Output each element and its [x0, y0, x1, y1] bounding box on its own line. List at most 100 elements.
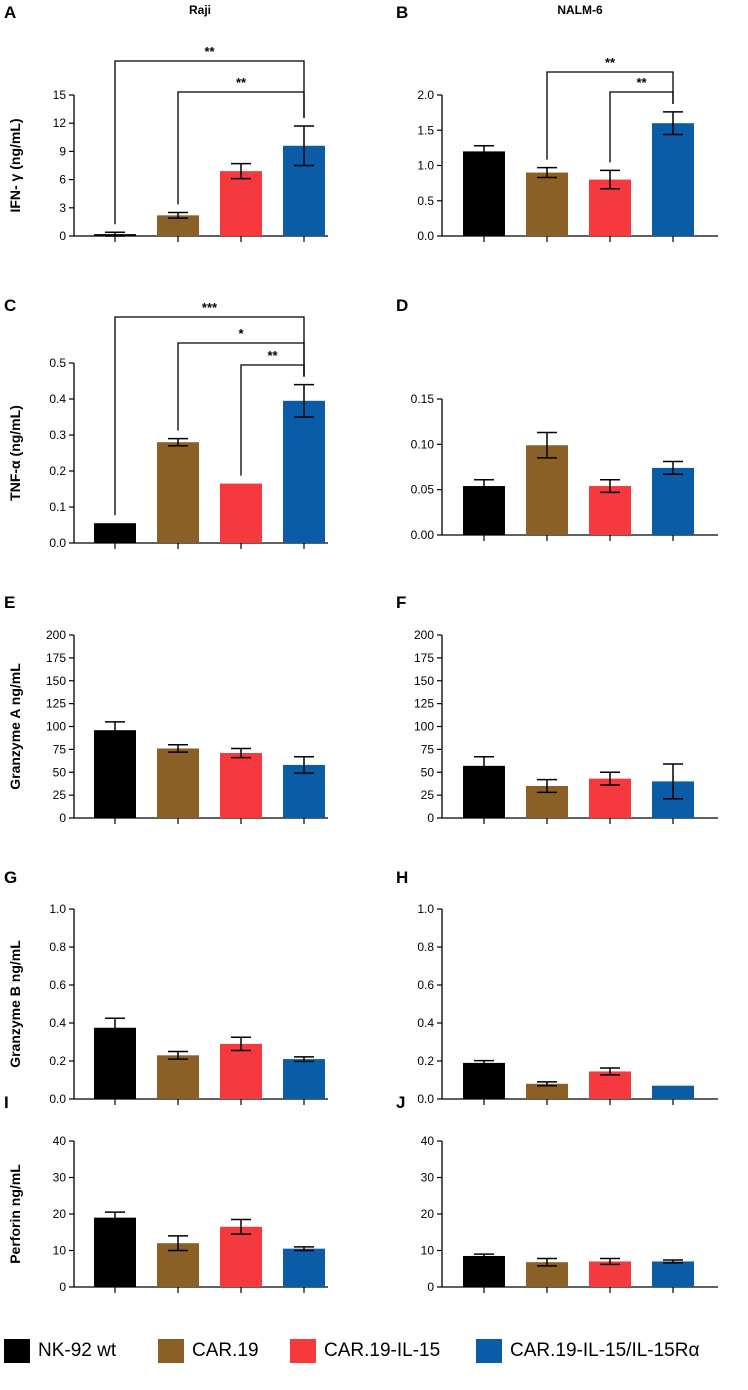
y-axis-label-e: Granzyme A ng/mL [7, 663, 23, 790]
y-tick-label-b: 1.5 [417, 123, 434, 137]
column-title-raji: Raji [189, 3, 211, 17]
significance-label-b-1: ** [605, 55, 616, 70]
y-tick-label-i: 0 [59, 1280, 66, 1294]
bar-a-3 [220, 171, 262, 236]
significance-bracket-b-1 [546, 71, 674, 160]
y-tick-label-c: 0.5 [49, 356, 66, 370]
y-tick-label-e: 75 [53, 742, 67, 756]
panel-letter-d: D [396, 296, 408, 315]
bar-b-2 [526, 172, 568, 236]
bar-g-1 [94, 1027, 136, 1099]
significance-bracket-c-1 [114, 316, 305, 516]
legend-swatch-nk92 [4, 1339, 30, 1363]
panel-a: A 0 3 6 9 12 15 ** ** IFN- γ (ng/mL) [4, 3, 328, 243]
panel-letter-j: J [396, 1093, 405, 1112]
y-tick-label-c: 0.2 [49, 464, 66, 478]
y-tick-label-g: 0.6 [49, 978, 66, 992]
y-tick-label-j: 0 [427, 1280, 434, 1294]
y-tick-label-c: 0.1 [49, 500, 66, 514]
y-tick-label-g: 0.2 [49, 1054, 66, 1068]
bar-i-4 [283, 1248, 325, 1287]
panel-e: E 0 25 50 75 100 125 150 175 200 Granzyme A ng/mL [4, 593, 328, 825]
bar-d-3 [589, 486, 631, 535]
bar-j-3 [589, 1261, 631, 1287]
significance-bracket-a-2 [177, 91, 305, 205]
y-tick-label-f: 150 [414, 674, 434, 688]
y-tick-label-d: 0.10 [411, 437, 435, 451]
y-tick-label-a: 0 [59, 229, 66, 243]
legend-swatch-car19 [158, 1339, 184, 1363]
significance-bracket-c-2 [177, 342, 305, 431]
significance-bracket-a-1 [114, 60, 305, 225]
significance-label-a-2: ** [236, 75, 247, 90]
y-axis-label-a: IFN- γ (ng/mL) [7, 118, 23, 212]
panel-j: J 0 10 20 30 40 [396, 1093, 718, 1294]
bar-i-1 [94, 1217, 136, 1287]
panel-letter-e: E [4, 593, 15, 612]
panel-letter-g: G [4, 868, 17, 887]
bar-g-3 [220, 1043, 262, 1099]
y-tick-label-f: 100 [414, 720, 434, 734]
y-tick-label-j: 20 [421, 1207, 435, 1221]
y-tick-label-b: 0.5 [417, 194, 434, 208]
panel-letter-b: B [396, 3, 408, 22]
bar-b-1 [463, 151, 505, 236]
bar-d-2 [526, 445, 568, 535]
panel-letter-i: I [4, 1093, 9, 1112]
bar-h-1 [463, 1062, 505, 1099]
y-tick-label-e: 50 [53, 765, 67, 779]
panel-b: B 0.0 0.5 1.0 1.5 2.0 ** ** [396, 3, 718, 243]
y-tick-label-h: 0.6 [417, 978, 434, 992]
significance-bracket-c-3 [240, 364, 305, 476]
y-axis-label-g: Granzyme B ng/mL [7, 940, 23, 1068]
bar-e-1 [94, 730, 136, 818]
y-tick-label-g: 1.0 [49, 902, 66, 916]
y-tick-label-f: 0 [427, 811, 434, 825]
bar-h-2 [526, 1083, 568, 1099]
y-tick-label-f: 75 [421, 742, 435, 756]
y-tick-label-c: 0.3 [49, 428, 66, 442]
y-tick-label-h: 0.8 [417, 940, 434, 954]
y-tick-label-d: 0.00 [411, 528, 435, 542]
y-tick-label-d: 0.15 [411, 392, 435, 406]
y-tick-label-e: 100 [46, 720, 66, 734]
panel-d: D 0.00 0.05 0.10 0.15 [396, 296, 718, 542]
panel-c: C0.00.10.20.30.40.5******TNF-α (ng/mL) [4, 296, 328, 550]
significance-label-c-1: *** [202, 300, 218, 315]
y-tick-label-b: 1.0 [417, 159, 434, 173]
y-tick-label-f: 50 [421, 765, 435, 779]
bar-c-4 [283, 400, 325, 543]
y-axis-label-i: Perforin ng/mL [7, 1164, 23, 1264]
panel-f: F 0 25 50 75 100 125 150 175 200 [396, 593, 718, 825]
y-tick-label-b: 2.0 [417, 88, 434, 102]
bar-j-4 [652, 1261, 694, 1287]
bar-h-4 [652, 1085, 694, 1099]
y-tick-label-a: 3 [59, 201, 66, 215]
y-tick-label-a: 12 [53, 116, 67, 130]
bar-c-3 [220, 483, 262, 543]
y-tick-label-f: 175 [414, 651, 434, 665]
y-tick-label-g: 0.8 [49, 940, 66, 954]
legend-item-nk92: NK-92 wt [4, 1338, 116, 1364]
y-tick-label-i: 10 [53, 1244, 67, 1258]
y-tick-label-c: 0.0 [49, 536, 66, 550]
bar-h-3 [589, 1071, 631, 1099]
y-tick-label-j: 10 [421, 1244, 435, 1258]
panel-letter-h: H [396, 868, 408, 887]
y-tick-label-f: 200 [414, 628, 434, 642]
y-tick-label-f: 125 [414, 697, 434, 711]
y-tick-label-i: 30 [53, 1171, 67, 1185]
y-tick-label-e: 175 [46, 651, 66, 665]
y-tick-label-e: 150 [46, 674, 66, 688]
bar-b-4 [652, 123, 694, 236]
panel-g: G 0.0 0.2 0.4 0.6 0.8 1.0 Granzyme B ng/mL [4, 868, 328, 1106]
column-title-nalm6: NALM-6 [557, 3, 603, 17]
legend-item-car19-il15: CAR.19-IL-15 [290, 1338, 440, 1364]
y-tick-label-e: 0 [59, 811, 66, 825]
bar-g-2 [157, 1055, 199, 1099]
legend-label-car19-il15: CAR.19-IL-15 [324, 1340, 441, 1361]
legend-label-car19: CAR.19 [192, 1340, 259, 1361]
legend-label-nk92: NK-92 wt [38, 1340, 117, 1361]
significance-label-c-3: ** [267, 348, 278, 363]
bar-d-4 [652, 467, 694, 535]
